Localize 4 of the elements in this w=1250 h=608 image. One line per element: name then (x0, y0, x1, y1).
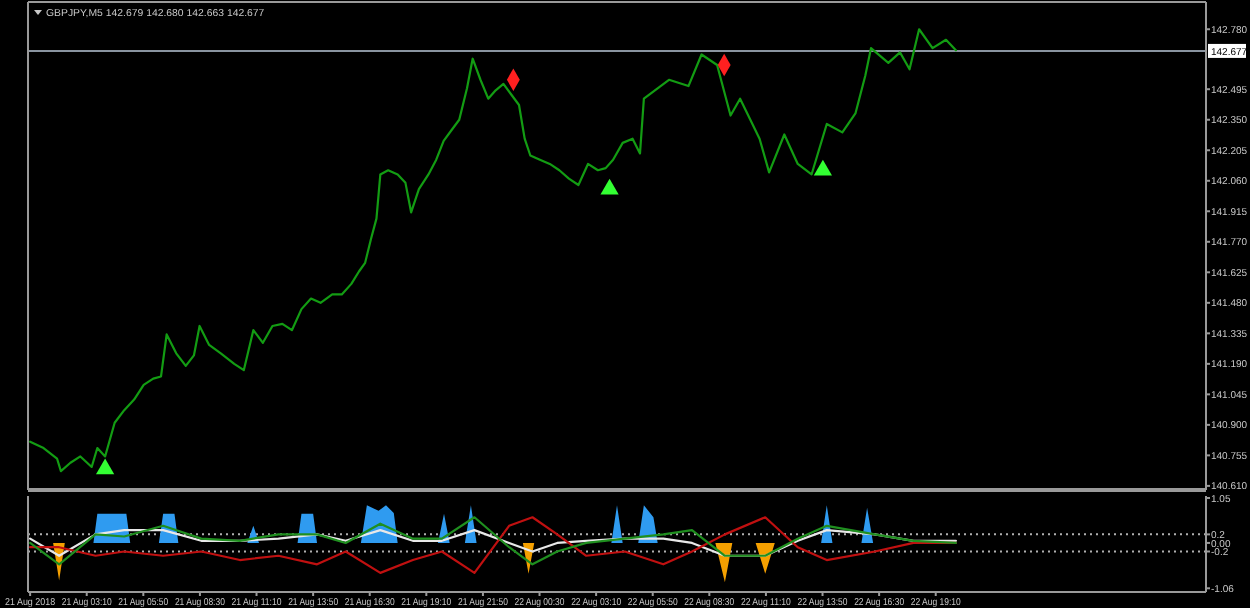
point (96, 458, 115, 475)
point (600, 178, 619, 195)
point (813, 159, 832, 176)
line-series (29, 28, 957, 473)
